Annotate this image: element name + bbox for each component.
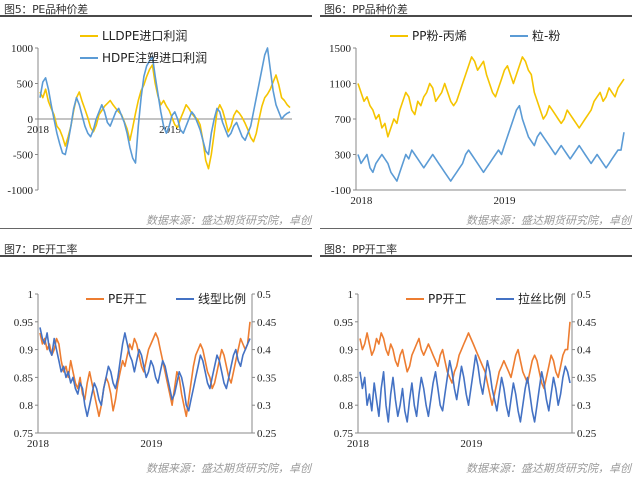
y-tick-label: 0 — [28, 114, 34, 126]
source-rule — [0, 228, 312, 229]
y-tick-label: 0.9 — [19, 345, 33, 357]
source-note: 数据来源：盛达期货研究院，卓创 — [146, 462, 311, 475]
y2-tick-label: 0.35 — [257, 372, 277, 384]
y-tick-label: 0.85 — [14, 372, 34, 384]
series-line-1 — [357, 56, 625, 138]
panel-pe-spread: 图5：PE品种价差 1000 500 0 -500 -1000 2018 2019 LLDPE… — [0, 0, 319, 238]
x-tick-label: 2019 — [140, 438, 163, 450]
y-tick-label: 0.9 — [339, 345, 353, 357]
y2-tick-label: 0.25 — [577, 428, 597, 440]
y-tick-label: 0.75 — [334, 428, 354, 440]
legend-label: LLDPE进口利润 — [102, 29, 187, 43]
legend-label: PP粉-丙烯 — [412, 29, 467, 43]
y2-tick-label: 0.25 — [257, 428, 277, 440]
legend-label: PP开工 — [428, 292, 466, 306]
panel-title: 图6：PP品种价差 — [324, 3, 408, 16]
panel-pp-operating-rate: 图8：PP开工率 1 0.95 0.9 0.85 0.8 0.75 0.5 0.45 0.4 0.… — [320, 240, 639, 478]
y-tick-label: -500 — [13, 150, 34, 162]
title-rule — [0, 15, 312, 17]
y-tick-label: -1000 — [7, 185, 33, 197]
y-tick-label: 700 — [335, 114, 352, 126]
panel-pp-spread: 图6：PP品种价差 1500 1100 700 300 -100 2018 2019 PP粉-… — [320, 0, 639, 238]
y-tick-label: 1 — [348, 289, 354, 301]
source-note: 数据来源：盛达期货研究院，卓创 — [466, 214, 631, 227]
series-line-1 — [39, 321, 251, 418]
x-tick-label: 2018 — [27, 438, 50, 450]
x-tick-label: 2019 — [494, 195, 517, 207]
source-note: 数据来源：盛达期货研究院，卓创 — [146, 214, 311, 227]
y2-tick-label: 0.5 — [577, 289, 591, 301]
y-tick-label: 0.8 — [339, 400, 353, 412]
series-line-1 — [359, 321, 571, 406]
panel-pe-operating-rate: 图7：PE开工率 1 0.95 0.9 0.85 0.8 0.75 0.5 0.45 0.4 0.… — [0, 240, 319, 478]
x-tick-label: 2018 — [347, 438, 370, 450]
y-tick-label: 0.85 — [334, 372, 354, 384]
y2-tick-label: 0.4 — [257, 345, 271, 357]
y2-tick-label: 0.35 — [577, 372, 597, 384]
y-tick-label: 1500 — [329, 43, 352, 55]
series-line-2 — [357, 104, 625, 182]
y-tick-label: -100 — [331, 185, 352, 197]
title-rule — [320, 255, 632, 257]
y-tick-label: 500 — [17, 79, 34, 91]
source-note: 数据来源：盛达期货研究院，卓创 — [466, 462, 631, 475]
series-line-2 — [359, 354, 571, 423]
panel-title: 图8：PP开工率 — [324, 243, 397, 256]
y2-tick-label: 0.3 — [577, 400, 591, 412]
y-tick-label: 1 — [28, 289, 34, 301]
legend-label: 拉丝比例 — [518, 291, 566, 306]
y2-tick-label: 0.4 — [577, 345, 591, 357]
panel-title: 图7：PE开工率 — [4, 243, 78, 256]
legend-label: 粒-粉 — [532, 28, 560, 43]
pp-operating-rate-chart: 1 0.95 0.9 0.85 0.8 0.75 0.5 0.45 0.4 0.35 0.3 0.25… — [334, 289, 597, 450]
title-rule — [320, 15, 632, 17]
y-tick-label: 1000 — [11, 43, 34, 55]
source-rule — [320, 228, 632, 229]
legend-label: PE开工 — [108, 292, 147, 306]
y2-tick-label: 0.45 — [257, 317, 277, 329]
x-tick-label: 2019 — [460, 438, 483, 450]
y-tick-label: 0.95 — [334, 317, 354, 329]
legend-label: 线型比例 — [198, 292, 246, 306]
series-line-2 — [39, 47, 291, 164]
panel-title: 图5：PE品种价差 — [4, 3, 88, 16]
legend-label: HDPE注塑进口利润 — [102, 50, 207, 65]
y2-tick-label: 0.5 — [257, 289, 271, 301]
y2-tick-label: 0.45 — [577, 317, 597, 329]
pe-operating-rate-chart: 1 0.95 0.9 0.85 0.8 0.75 0.5 0.45 0.4 0.35 0.3 0.25… — [14, 289, 277, 450]
y-tick-label: 0.75 — [14, 428, 34, 440]
title-rule — [0, 255, 312, 257]
y-tick-label: 300 — [335, 150, 352, 162]
x-tick-label: 2018 — [350, 195, 373, 207]
x-tick-label: 2018 — [27, 124, 50, 136]
series-line-2 — [39, 327, 251, 418]
y-tick-label: 1100 — [329, 79, 351, 91]
y-tick-label: 0.8 — [19, 400, 33, 412]
y-tick-label: 0.95 — [14, 317, 34, 329]
y2-tick-label: 0.3 — [257, 400, 271, 412]
